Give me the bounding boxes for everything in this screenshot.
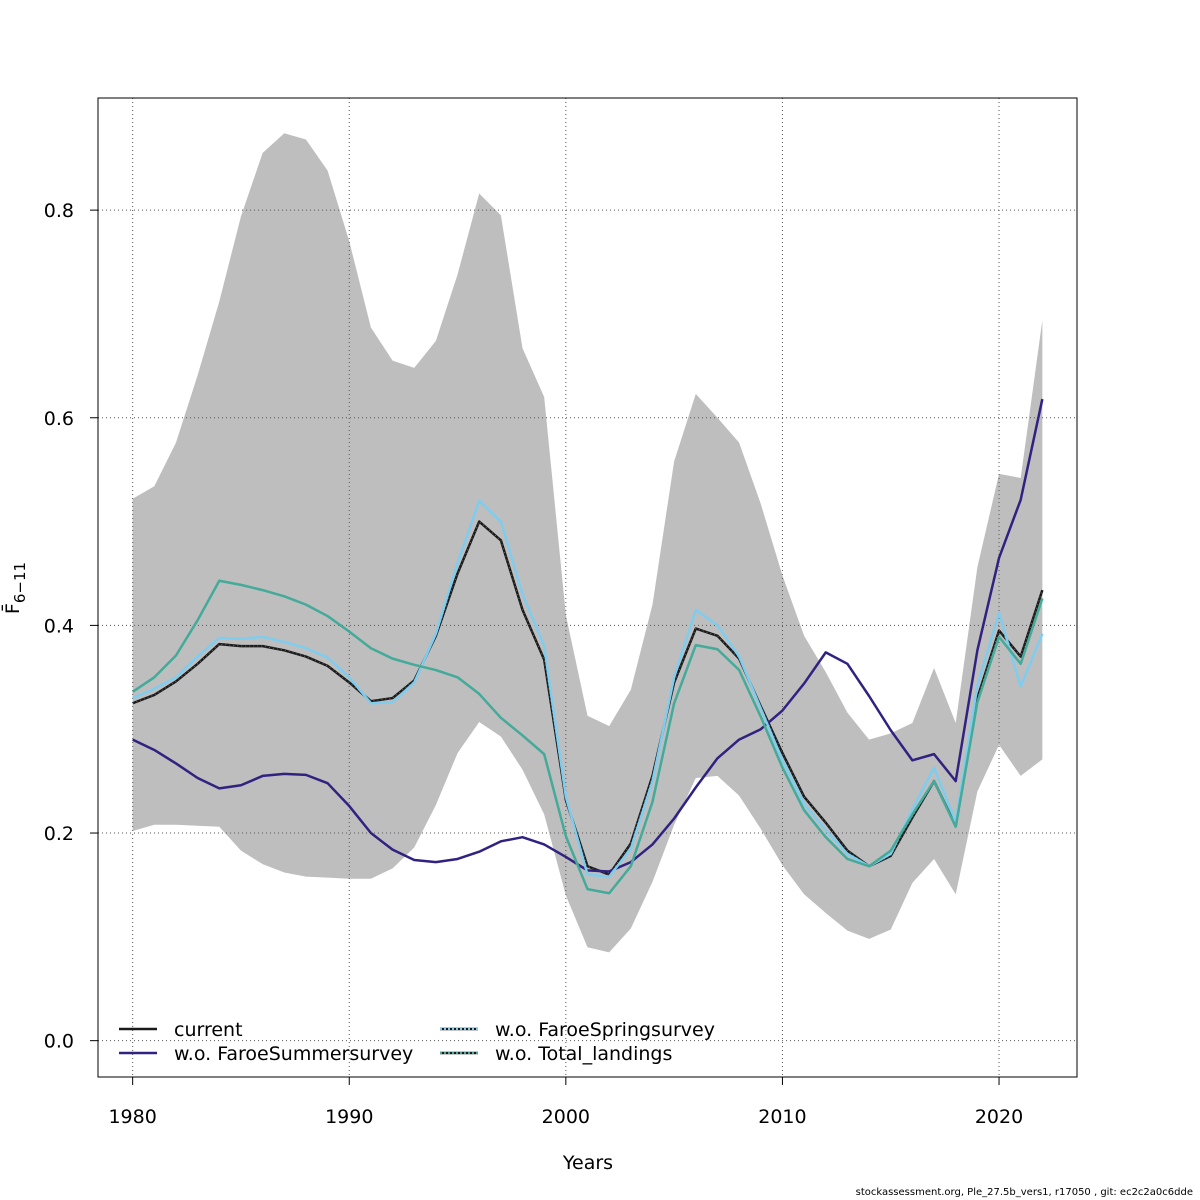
legend-label: current bbox=[174, 1019, 243, 1041]
legend-item-wo-faroesummersurvey: w.o. FaroeSummersurvey bbox=[119, 1043, 413, 1065]
legend-item-current: current bbox=[119, 1019, 243, 1041]
x-axis: 1980 1990 2000 2010 2020 bbox=[108, 1077, 1023, 1128]
confidence-band bbox=[132, 133, 1043, 953]
series-line-w-o-faroespringsurvey bbox=[132, 499, 1044, 878]
series-line-current bbox=[132, 520, 1044, 876]
legend-item-wo-faroespringsurvey: w.o. FaroeSpringsurvey bbox=[440, 1019, 715, 1041]
footer-credit: stockassessment.org, Ple_27.5b_vers1, r1… bbox=[856, 1187, 1193, 1198]
x-tick-label: 1980 bbox=[108, 1106, 156, 1128]
x-tick-label: 2010 bbox=[758, 1106, 806, 1128]
legend-item-wo-total-landings: w.o. Total_landings bbox=[440, 1043, 672, 1065]
legend: current w.o. FaroeSummersurvey w.o. Faro… bbox=[119, 1019, 715, 1065]
x-tick-label: 2000 bbox=[542, 1106, 590, 1128]
y-tick-label: 0.0 bbox=[44, 1031, 74, 1053]
y-axis-label-main: F̄ bbox=[0, 603, 24, 614]
svg-text:F̄6−11: F̄6−11 bbox=[0, 562, 29, 614]
confidence-band-layer bbox=[132, 133, 1043, 953]
x-axis-label: Years bbox=[562, 1152, 613, 1174]
y-tick-label: 0.6 bbox=[44, 408, 74, 430]
x-tick-label: 2020 bbox=[975, 1106, 1023, 1128]
y-tick-label: 0.8 bbox=[44, 200, 74, 222]
y-tick-label: 0.4 bbox=[44, 615, 74, 637]
y-tick-label: 0.2 bbox=[44, 823, 74, 845]
series-layer bbox=[131, 398, 1044, 895]
plot-frame bbox=[97, 97, 1078, 1078]
legend-label: w.o. FaroeSpringsurvey bbox=[495, 1019, 715, 1041]
x-tick-label: 1990 bbox=[325, 1106, 373, 1128]
y-axis-label-subscript: 6−11 bbox=[11, 562, 29, 603]
series-line-w-o-total-landings bbox=[131, 579, 1044, 895]
legend-label: w.o. Total_landings bbox=[495, 1043, 672, 1065]
y-axis: 0.0 0.2 0.4 0.6 0.8 bbox=[44, 200, 98, 1053]
legend-label: w.o. FaroeSummersurvey bbox=[174, 1043, 413, 1065]
y-axis-label: F̄6−11 bbox=[0, 562, 29, 614]
